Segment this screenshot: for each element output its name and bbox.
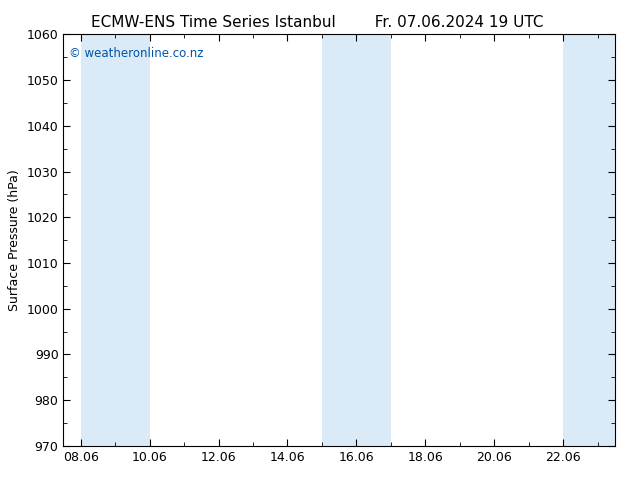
Y-axis label: Surface Pressure (hPa): Surface Pressure (hPa) [8, 169, 21, 311]
Text: © weatheronline.co.nz: © weatheronline.co.nz [69, 47, 204, 60]
Text: ECMW-ENS Time Series Istanbul        Fr. 07.06.2024 19 UTC: ECMW-ENS Time Series Istanbul Fr. 07.06.… [91, 15, 543, 30]
Bar [322, 34, 356, 446]
Bar [115, 34, 150, 446]
Bar [81, 34, 115, 446]
Bar [563, 34, 615, 446]
Bar [356, 34, 391, 446]
